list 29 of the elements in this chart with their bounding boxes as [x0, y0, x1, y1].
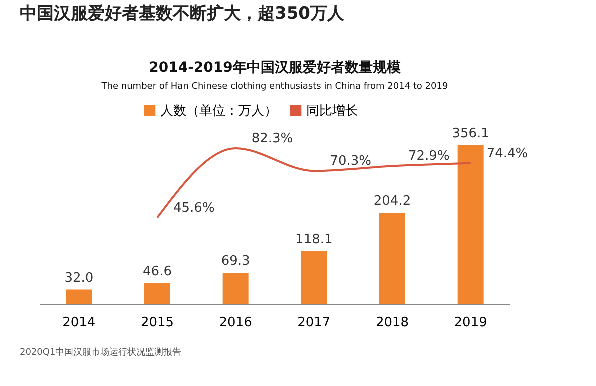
- data-label: 74.4%: [486, 146, 528, 162]
- chart-title: 2014-2019年中国汉服爱好者数量规模: [149, 59, 402, 76]
- bar: [144, 283, 170, 304]
- data-label: 32.0: [64, 270, 94, 286]
- bar: [222, 273, 249, 304]
- bar: [301, 251, 328, 304]
- data-label: 70.3%: [330, 154, 372, 170]
- bar: [458, 146, 484, 304]
- x-tick-label: 2019: [454, 316, 488, 330]
- x-tick-label: 2015: [140, 316, 174, 330]
- data-label: 72.9%: [408, 149, 450, 164]
- bar: [66, 290, 92, 304]
- x-tick-label: 2017: [298, 316, 331, 330]
- data-label: 46.6: [143, 264, 172, 280]
- data-label: 356.1: [452, 126, 490, 142]
- x-tick-label: 2016: [219, 316, 252, 330]
- text: 中国汉服爱好者基数不断扩大，超350万人: [20, 4, 346, 24]
- text: 2020Q1中国汉服市场运行状况监测报告: [20, 347, 182, 358]
- chart-subtitle: The number of Han Chinese clothing enthusiasts in China from 2014 to 2019: [100, 82, 448, 92]
- x-tick-label: 2018: [376, 316, 410, 330]
- data-label: 204.2: [374, 194, 412, 210]
- data-label: 82.3%: [252, 131, 294, 146]
- legend-label: 同比增长: [306, 104, 358, 119]
- data-label: 45.6%: [174, 200, 215, 216]
- data-label: 118.1: [296, 232, 333, 248]
- x-tick-label: 2014: [62, 316, 96, 330]
- data-label: 69.3: [221, 254, 250, 270]
- bar: [380, 213, 406, 304]
- legend-label: 人数（单位：万人）: [160, 104, 278, 119]
